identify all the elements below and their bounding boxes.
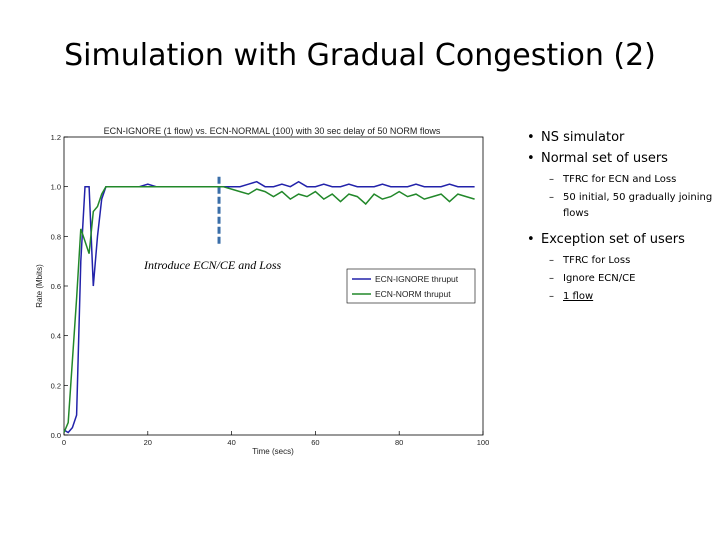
line-chart: ECN-IGNORE (1 flow) vs. ECN-NORMAL (100)… xyxy=(35,126,490,456)
bullet-dot: • xyxy=(527,130,535,145)
bullet-item: • Normal set of users xyxy=(527,151,717,166)
legend-label-ecn-norm: ECN-NORM thruput xyxy=(375,289,451,299)
sub-bullet-dash: – xyxy=(549,255,554,266)
sub-bullet-dash: – xyxy=(549,291,554,302)
y-tick-label: 0.6 xyxy=(51,282,61,291)
sub-bullet-text: TFRC for ECN and Loss xyxy=(563,174,677,185)
x-tick-label: 40 xyxy=(227,438,235,447)
sub-bullet-text: 50 initial, 50 gradually joining flows xyxy=(563,192,713,219)
y-tick-label: 0.4 xyxy=(51,332,61,341)
y-tick-label: 0.2 xyxy=(51,381,61,390)
bullet-list: • NS simulator • Normal set of users – TFRC… xyxy=(527,130,717,307)
sub-bullet-item: – TFRC for Loss xyxy=(549,253,717,269)
x-tick-label: 100 xyxy=(477,438,490,447)
annotation-text: Introduce ECN/CE and Loss xyxy=(143,258,282,272)
bullet-text: Normal set of users xyxy=(541,151,668,166)
series-line-ecn-norm xyxy=(63,185,475,433)
sub-bullet-item: –1 flow xyxy=(549,289,717,305)
sub-bullet-text: 1 flow xyxy=(563,291,594,302)
series-line-ecn-ignore xyxy=(63,180,475,434)
bullet-item: • Exception set of users xyxy=(527,232,717,247)
y-axis-label: Rate (Mbits) xyxy=(35,264,44,308)
x-tick-label: 80 xyxy=(395,438,403,447)
chart-title: ECN-IGNORE (1 flow) vs. ECN-NORMAL (100)… xyxy=(104,126,441,136)
y-tick-label: 1.2 xyxy=(51,133,61,142)
y-tick-label: 0.0 xyxy=(51,431,61,440)
x-axis-label: Time (secs) xyxy=(252,447,294,456)
bullet-dot: • xyxy=(527,232,535,247)
sub-bullet-item: –50 initial, 50 gradually joining flows xyxy=(549,190,717,222)
x-tick-label: 60 xyxy=(311,438,319,447)
sub-bullet-item: – Ignore ECN/CE xyxy=(549,271,717,287)
sub-bullet-item: – TFRC for ECN and Loss xyxy=(549,172,717,188)
sub-bullet-text: Ignore ECN/CE xyxy=(563,273,636,284)
sub-bullet-dash: – xyxy=(549,192,554,203)
sub-bullet-dash: – xyxy=(549,273,554,284)
bullet-item: • NS simulator xyxy=(527,130,717,145)
slide-title: Simulation with Gradual Congestion (2) xyxy=(64,38,656,73)
sub-bullet-text: TFRC for Loss xyxy=(563,255,631,266)
sub-bullet-dash: – xyxy=(549,174,554,185)
legend-box xyxy=(346,268,476,304)
legend: ECN-IGNORE thruput ECN-NORM thruput xyxy=(346,268,476,304)
x-tick-label: 0 xyxy=(62,438,66,447)
bullet-text: Exception set of users xyxy=(541,232,685,247)
y-tick-label: 0.8 xyxy=(51,232,61,241)
x-tick-label: 20 xyxy=(144,438,152,447)
bullet-dot: • xyxy=(527,151,535,166)
y-tick-label: 1.0 xyxy=(51,183,61,192)
legend-label-ecn-ignore: ECN-IGNORE thruput xyxy=(375,274,459,284)
bullet-text: NS simulator xyxy=(541,130,625,145)
